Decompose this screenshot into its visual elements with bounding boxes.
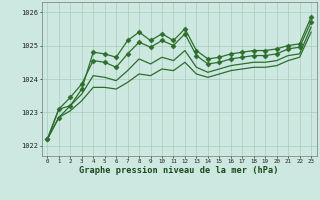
X-axis label: Graphe pression niveau de la mer (hPa): Graphe pression niveau de la mer (hPa) bbox=[79, 166, 279, 175]
